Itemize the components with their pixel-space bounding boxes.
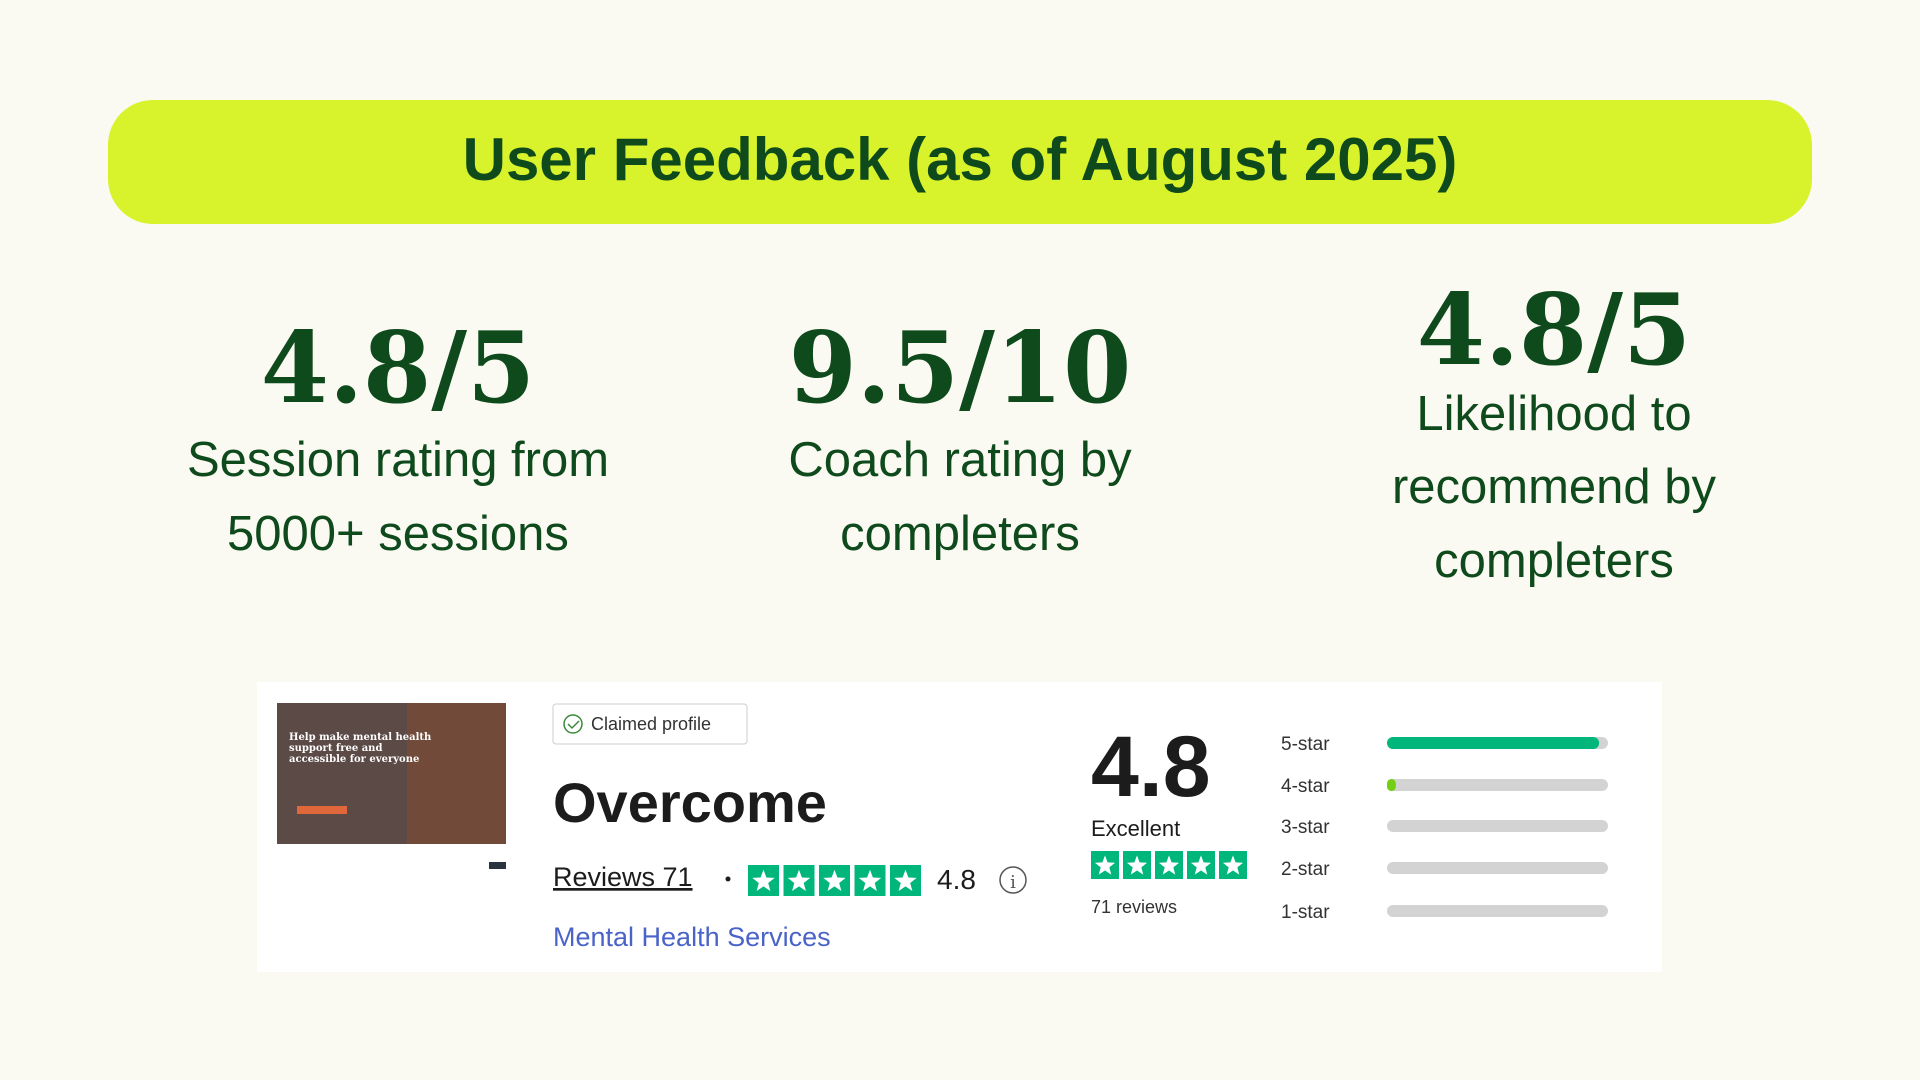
stat-label: completers — [1434, 534, 1674, 588]
distribution-label: 1-star — [1281, 902, 1330, 923]
stat-value: 4.8/5 — [1417, 273, 1691, 388]
thumbnail-text-box: Help make mental health support free and… — [289, 732, 432, 765]
star — [787, 869, 811, 891]
star — [1094, 855, 1116, 875]
thumbnail-figure — [407, 703, 506, 844]
distribution-track — [1387, 905, 1608, 917]
check-mark — [567, 720, 580, 730]
title: User Feedback (as of August 2025) — [463, 126, 1458, 193]
star — [1222, 855, 1244, 875]
star — [823, 869, 846, 891]
review-count: 71 reviews — [1091, 897, 1177, 917]
info-icon[interactable] — [999, 866, 1027, 894]
score-label: Excellent — [1091, 816, 1180, 841]
stars — [748, 865, 921, 896]
star — [752, 869, 775, 891]
claimed-label: Claimed profile — [591, 714, 711, 734]
category-link[interactable]: Mental Health Services — [553, 922, 831, 952]
thumbnail-button — [297, 806, 347, 814]
distribution-track — [1387, 779, 1608, 791]
stat-label: recommend by — [1392, 460, 1717, 514]
check-icon — [563, 714, 583, 734]
star — [858, 869, 882, 891]
stat-label: 5000+ sessions — [227, 507, 569, 561]
thumbnail-text: Help make mental health support free and… — [289, 732, 432, 765]
stats: 4.8/5 Session rating from 5000+ sessions 9.… — [187, 273, 1717, 588]
distribution-label: 4-star — [1281, 776, 1330, 797]
stat-label: Session rating from — [187, 433, 609, 487]
stat-value: 4.8/5 — [261, 311, 535, 426]
star — [1190, 855, 1212, 875]
distribution: 5-star 4-star 3-star 2-star 1-star — [1281, 734, 1608, 923]
distribution-bar — [1387, 779, 1396, 791]
stars — [1091, 851, 1247, 879]
title-pill — [108, 100, 1812, 224]
star — [1126, 855, 1148, 875]
distribution-track — [1387, 862, 1608, 874]
distribution-label: 2-star — [1281, 859, 1330, 880]
distribution-bar — [1387, 737, 1600, 749]
distribution-track — [1387, 820, 1608, 832]
claimed-badge — [552, 703, 748, 745]
thumbnail-dot — [489, 862, 506, 869]
info-i: i — [1010, 872, 1016, 893]
review-widget: Help make mental health support free and… — [257, 682, 1662, 972]
company-name: Overcome — [553, 771, 827, 834]
stat-label: Coach rating by — [788, 433, 1132, 487]
distribution-label: 5-star — [1281, 734, 1330, 755]
separator-dot — [725, 876, 731, 882]
stat-label: completers — [840, 507, 1080, 561]
distribution-label: 3-star — [1281, 817, 1330, 838]
stat-value: 9.5/10 — [789, 311, 1132, 426]
stat-label: Likelihood to — [1416, 387, 1691, 441]
score: 4.8 — [1091, 719, 1211, 815]
reviews-link[interactable]: Reviews 71 — [553, 862, 693, 892]
rating: 4.8 — [937, 864, 976, 895]
star — [894, 869, 917, 891]
star — [1158, 855, 1180, 875]
